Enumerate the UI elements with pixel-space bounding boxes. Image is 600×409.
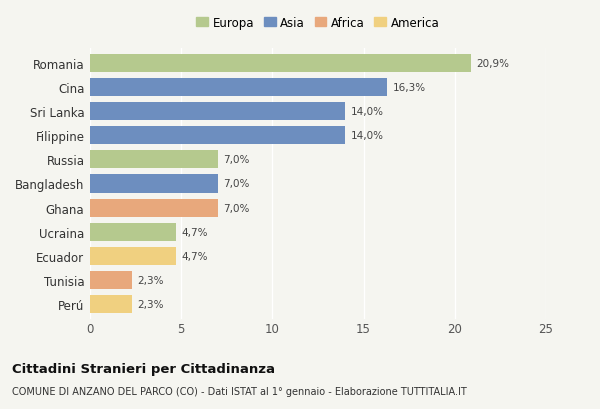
Text: 14,0%: 14,0% bbox=[351, 107, 384, 117]
Text: 7,0%: 7,0% bbox=[223, 203, 250, 213]
Bar bbox=[90, 296, 132, 314]
Text: 4,7%: 4,7% bbox=[181, 227, 208, 237]
Text: 7,0%: 7,0% bbox=[223, 155, 250, 165]
Bar bbox=[90, 79, 388, 97]
Bar bbox=[90, 199, 218, 217]
Bar bbox=[90, 247, 176, 265]
Text: 16,3%: 16,3% bbox=[393, 83, 426, 92]
Text: 7,0%: 7,0% bbox=[223, 179, 250, 189]
Text: 2,3%: 2,3% bbox=[137, 276, 164, 285]
Bar bbox=[90, 175, 218, 193]
Bar bbox=[90, 223, 176, 241]
Text: 2,3%: 2,3% bbox=[137, 299, 164, 310]
Bar bbox=[90, 151, 218, 169]
Bar bbox=[90, 272, 132, 290]
Text: Cittadini Stranieri per Cittadinanza: Cittadini Stranieri per Cittadinanza bbox=[12, 362, 275, 375]
Bar bbox=[90, 54, 471, 72]
Text: COMUNE DI ANZANO DEL PARCO (CO) - Dati ISTAT al 1° gennaio - Elaborazione TUTTIT: COMUNE DI ANZANO DEL PARCO (CO) - Dati I… bbox=[12, 387, 467, 396]
Bar bbox=[90, 103, 346, 121]
Text: 4,7%: 4,7% bbox=[181, 252, 208, 261]
Text: 20,9%: 20,9% bbox=[476, 58, 509, 69]
Text: 14,0%: 14,0% bbox=[351, 131, 384, 141]
Legend: Europa, Asia, Africa, America: Europa, Asia, Africa, America bbox=[191, 12, 445, 34]
Bar bbox=[90, 127, 346, 145]
